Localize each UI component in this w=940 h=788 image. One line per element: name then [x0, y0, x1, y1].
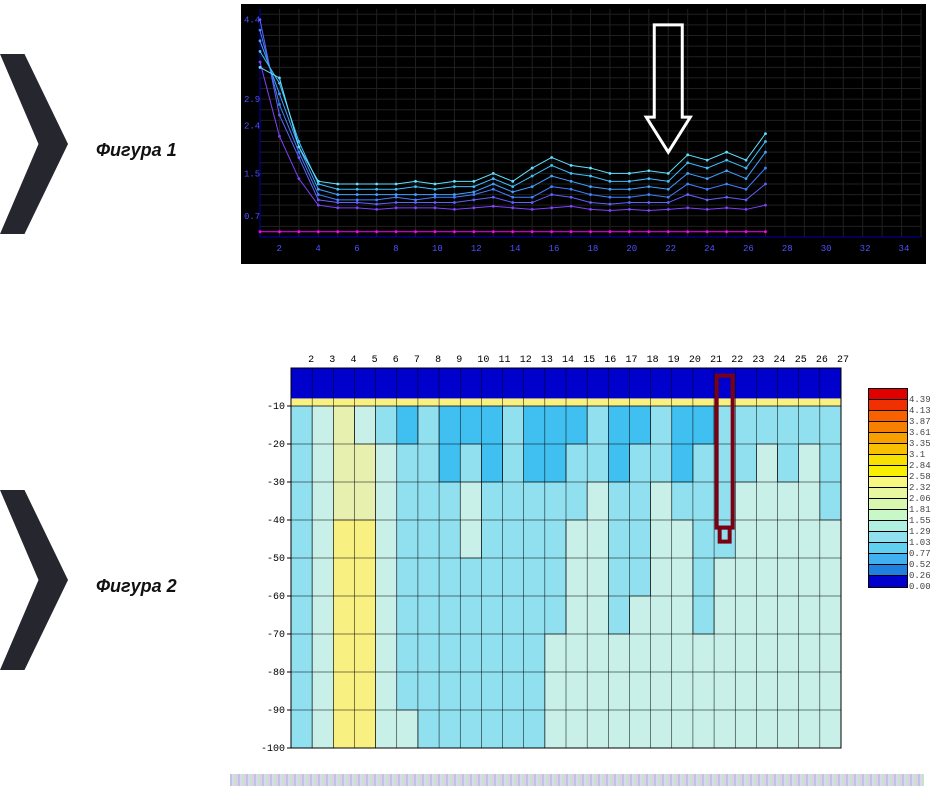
page: Фигура 1 Фигура 2 0.71.52.42.94.42468101… [0, 0, 940, 788]
svg-text:20: 20 [626, 244, 637, 254]
svg-text:-90: -90 [267, 706, 285, 717]
svg-text:22: 22 [665, 244, 676, 254]
svg-text:8: 8 [435, 355, 441, 366]
svg-text:-20: -20 [267, 440, 285, 451]
svg-text:6: 6 [393, 355, 399, 366]
svg-text:-10: -10 [267, 402, 285, 413]
decor-arrow-1 [0, 54, 70, 234]
noise-strip [230, 774, 924, 786]
svg-text:12: 12 [471, 244, 482, 254]
legend-value: 0.26 [909, 571, 931, 582]
svg-text:24: 24 [774, 355, 786, 366]
legend-swatch [868, 575, 908, 588]
svg-text:7: 7 [414, 355, 420, 366]
svg-text:34: 34 [899, 244, 910, 254]
svg-text:-30: -30 [267, 478, 285, 489]
figure-2-label: Фигура 2 [96, 576, 177, 597]
legend-value: 2.84 [909, 461, 931, 472]
legend-value: 4.39 [909, 395, 931, 406]
svg-text:-50: -50 [267, 554, 285, 565]
legend-value: 3.35 [909, 439, 931, 450]
svg-text:14: 14 [562, 355, 574, 366]
svg-text:4: 4 [315, 244, 320, 254]
legend-value: 3.87 [909, 417, 931, 428]
svg-text:2: 2 [276, 244, 281, 254]
svg-text:24: 24 [704, 244, 715, 254]
svg-text:13: 13 [541, 355, 553, 366]
svg-text:11: 11 [499, 355, 511, 366]
svg-text:30: 30 [821, 244, 832, 254]
svg-text:27: 27 [837, 355, 849, 366]
legend-value: 3.61 [909, 428, 931, 439]
legend-value: 1.29 [909, 527, 931, 538]
svg-text:19: 19 [668, 355, 680, 366]
svg-text:22: 22 [731, 355, 743, 366]
decor-arrow-2 [0, 490, 70, 670]
legend-value: 2.58 [909, 472, 931, 483]
svg-text:12: 12 [520, 355, 532, 366]
color-legend: 4.39 4.13 3.87 3.61 3.35 3.1 2.84 2.58 2… [868, 388, 908, 586]
svg-text:-40: -40 [267, 516, 285, 527]
svg-text:8: 8 [393, 244, 398, 254]
legend-value: 2.06 [909, 494, 931, 505]
legend-value: 1.03 [909, 538, 931, 549]
legend-value: 4.13 [909, 406, 931, 417]
svg-text:3: 3 [329, 355, 335, 366]
svg-text:15: 15 [583, 355, 595, 366]
figure-1-label: Фигура 1 [96, 140, 177, 161]
svg-text:-60: -60 [267, 592, 285, 603]
svg-text:17: 17 [625, 355, 637, 366]
svg-text:0.7: 0.7 [244, 212, 260, 222]
legend-value: 2.32 [909, 483, 931, 494]
svg-text:5: 5 [372, 355, 378, 366]
legend-value: 0.52 [909, 560, 931, 571]
svg-text:32: 32 [860, 244, 871, 254]
svg-text:18: 18 [588, 244, 599, 254]
svg-text:2.9: 2.9 [244, 95, 260, 105]
legend-value: 1.55 [909, 516, 931, 527]
legend-value: 0.77 [909, 549, 931, 560]
svg-text:4.4: 4.4 [244, 16, 260, 26]
svg-text:20: 20 [689, 355, 701, 366]
svg-text:6: 6 [354, 244, 359, 254]
svg-text:4: 4 [350, 355, 356, 366]
svg-text:2: 2 [308, 355, 314, 366]
svg-text:10: 10 [432, 244, 443, 254]
legend-value: 1.81 [909, 505, 931, 516]
svg-text:26: 26 [816, 355, 828, 366]
svg-text:16: 16 [604, 355, 616, 366]
legend-value: 3.1 [909, 450, 925, 461]
svg-text:16: 16 [549, 244, 560, 254]
contour-heatmap: 2345678910111213141516171819202122232425… [241, 346, 855, 760]
svg-text:21: 21 [710, 355, 722, 366]
svg-text:14: 14 [510, 244, 521, 254]
svg-text:10: 10 [477, 355, 489, 366]
svg-text:23: 23 [752, 355, 764, 366]
svg-text:9: 9 [456, 355, 462, 366]
svg-text:25: 25 [795, 355, 807, 366]
legend-value: 0.00 [909, 582, 931, 593]
svg-text:18: 18 [647, 355, 659, 366]
svg-text:2.4: 2.4 [244, 122, 260, 132]
svg-text:-100: -100 [261, 744, 285, 755]
svg-text:26: 26 [743, 244, 754, 254]
svg-text:-80: -80 [267, 668, 285, 679]
svg-text:28: 28 [782, 244, 793, 254]
line-chart: 0.71.52.42.94.42468101214161820222426283… [241, 4, 926, 264]
svg-text:-70: -70 [267, 630, 285, 641]
svg-text:1.5: 1.5 [244, 169, 260, 179]
